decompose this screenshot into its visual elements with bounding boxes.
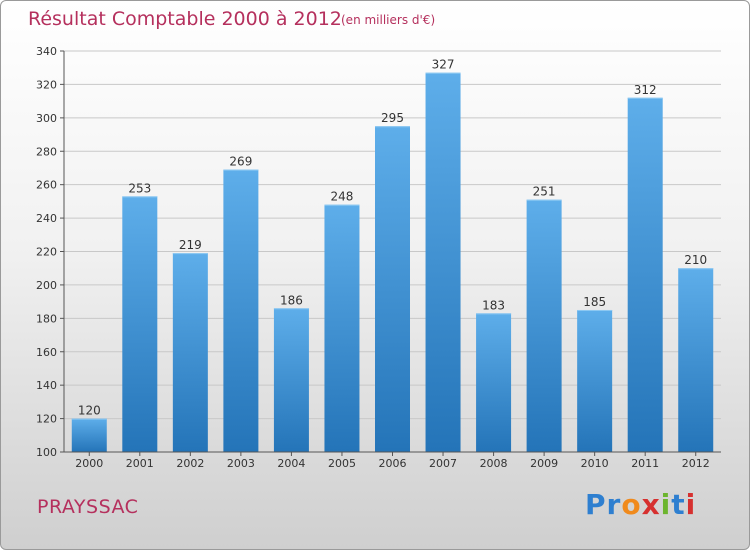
x-tick-label: 2000 (75, 457, 103, 470)
data-label: 269 (229, 155, 252, 169)
y-tick-label: 280 (36, 145, 57, 158)
x-tick-label: 2007 (429, 457, 457, 470)
y-tick-label: 100 (36, 446, 57, 459)
x-tick-label: 2001 (126, 457, 154, 470)
bar-2005 (324, 204, 360, 452)
logo-letter: r (606, 488, 622, 521)
data-label: 183 (482, 298, 505, 312)
x-tick-label: 2011 (631, 457, 659, 470)
x-tick-label: 2012 (682, 457, 710, 470)
logo-letter: t (671, 488, 686, 521)
bar-2011 (627, 97, 663, 453)
bar-2001 (122, 196, 158, 452)
x-tick-label: 2002 (176, 457, 204, 470)
y-tick-label: 200 (36, 279, 57, 292)
data-label: 295 (381, 111, 404, 125)
bar-2009 (526, 199, 562, 452)
bar-2006 (375, 126, 410, 452)
logo-letter: i (685, 488, 697, 521)
chart-subtitle: (en milliers d'€) (341, 13, 436, 27)
y-tick-label: 300 (36, 112, 57, 125)
data-label: 253 (128, 181, 151, 195)
logo-letter: x (641, 488, 661, 521)
logo-letter: o (621, 488, 642, 521)
data-label: 185 (583, 295, 606, 309)
logo-letter: i (660, 488, 672, 521)
y-tick-label: 320 (36, 78, 57, 91)
x-tick-label: 2008 (480, 457, 508, 470)
y-tick-label: 220 (36, 246, 57, 259)
x-tick-label: 2003 (227, 457, 255, 470)
bar-2008 (476, 313, 512, 452)
data-label: 251 (533, 185, 556, 199)
y-tick-label: 240 (36, 212, 57, 225)
x-tick-label: 2006 (379, 457, 407, 470)
x-tick-label: 2004 (277, 457, 305, 470)
x-tick-label: 2010 (581, 457, 609, 470)
bar-2004 (273, 308, 309, 452)
y-tick-label: 260 (36, 179, 57, 192)
data-label: 219 (179, 238, 202, 252)
logo-letter: P (585, 488, 607, 521)
y-tick-label: 140 (36, 379, 57, 392)
bar-2010 (577, 309, 613, 452)
bar-2007 (425, 72, 461, 453)
x-tick-label: 2009 (530, 457, 558, 470)
data-label: 210 (684, 253, 707, 267)
y-tick-label: 340 (36, 45, 57, 58)
data-label: 120 (78, 404, 101, 418)
x-tick-label: 2005 (328, 457, 356, 470)
commune-name: PRAYSSAC (37, 496, 139, 518)
y-tick-label: 160 (36, 346, 57, 359)
chart-title: Résultat Comptable 2000 à 2012 (28, 8, 342, 30)
y-tick-label: 180 (36, 312, 57, 325)
data-label: 327 (432, 58, 455, 72)
data-label: 186 (280, 293, 303, 307)
bar-2012 (678, 268, 714, 452)
data-label: 312 (634, 83, 657, 97)
data-label: 248 (331, 190, 354, 204)
bar-2002 (172, 253, 208, 452)
bar-2000 (71, 418, 107, 452)
y-tick-label: 120 (36, 413, 57, 426)
proxiti-logo: Proxiti (585, 488, 696, 521)
bar-2003 (223, 169, 259, 453)
